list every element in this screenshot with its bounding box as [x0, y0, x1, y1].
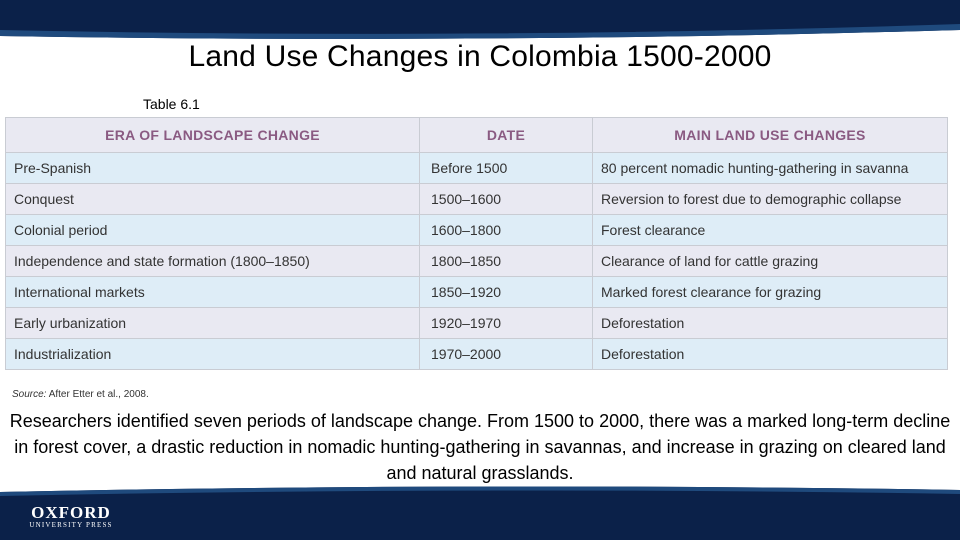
- header-era: ERA OF LANDSCAPE CHANGE: [5, 117, 420, 153]
- date-cell: 1600–1800: [419, 214, 593, 246]
- era-cell: Pre-Spanish: [5, 152, 420, 184]
- date-cell: 1970–2000: [419, 338, 593, 370]
- era-cell: Colonial period: [5, 214, 420, 246]
- date-cell: 1500–1600: [419, 183, 593, 215]
- top-decorative-band: [0, 0, 960, 42]
- table-row: Industrialization 1970–2000 Deforestatio…: [5, 338, 948, 370]
- era-cell: Industrialization: [5, 338, 420, 370]
- table-row: Early urbanization 1920–1970 Deforestati…: [5, 307, 948, 339]
- changes-cell: Deforestation: [592, 338, 948, 370]
- source-label: Source:: [12, 389, 47, 400]
- changes-cell: Reversion to forest due to demographic c…: [592, 183, 948, 215]
- date-cell: 1800–1850: [419, 245, 593, 277]
- oxford-logo: OXFORD UNIVERSITY PRESS: [24, 504, 118, 530]
- page-title: Land Use Changes in Colombia 1500-2000: [188, 40, 772, 73]
- date-cell: Before 1500: [419, 152, 593, 184]
- source-note: Source: After Etter et al., 2008.: [12, 389, 149, 400]
- changes-cell: Deforestation: [592, 307, 948, 339]
- source-text: After Etter et al., 2008.: [46, 389, 149, 400]
- table-row: Independence and state formation (1800–1…: [5, 245, 948, 277]
- table-label: Table 6.1: [143, 96, 200, 112]
- changes-cell: Forest clearance: [592, 214, 948, 246]
- header-date: DATE: [419, 117, 593, 153]
- date-cell: 1920–1970: [419, 307, 593, 339]
- bottom-decorative-band: [0, 482, 960, 540]
- logo-subtitle: UNIVERSITY PRESS: [29, 521, 113, 529]
- table-row: Conquest 1500–1600 Reversion to forest d…: [5, 183, 948, 215]
- changes-cell: 80 percent nomadic hunting-gathering in …: [592, 152, 948, 184]
- table-row: Colonial period 1600–1800 Forest clearan…: [5, 214, 948, 246]
- changes-cell: Marked forest clearance for grazing: [592, 276, 948, 308]
- caption-text: Researchers identified seven periods of …: [9, 411, 951, 483]
- date-cell: 1850–1920: [419, 276, 593, 308]
- era-cell: Conquest: [5, 183, 420, 215]
- changes-cell: Clearance of land for cattle grazing: [592, 245, 948, 277]
- header-main-changes: MAIN LAND USE CHANGES: [592, 117, 948, 153]
- table-row: Pre-Spanish Before 1500 80 percent nomad…: [5, 152, 948, 184]
- era-cell: International markets: [5, 276, 420, 308]
- logo-name: OXFORD: [31, 503, 111, 522]
- era-cell: Independence and state formation (1800–1…: [5, 245, 420, 277]
- era-cell: Early urbanization: [5, 307, 420, 339]
- table-row: International markets 1850–1920 Marked f…: [5, 276, 948, 308]
- land-use-table: ERA OF LANDSCAPE CHANGE DATE MAIN LAND U…: [5, 117, 948, 370]
- table-header-row: ERA OF LANDSCAPE CHANGE DATE MAIN LAND U…: [5, 117, 948, 153]
